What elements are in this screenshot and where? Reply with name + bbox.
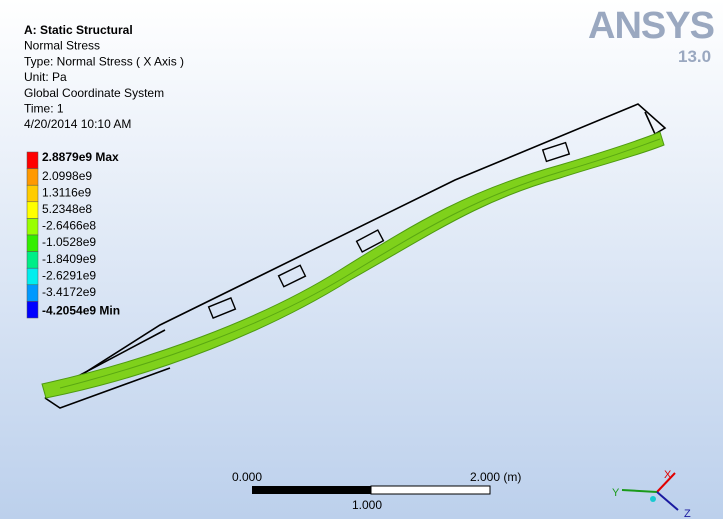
legend-swatch: [27, 185, 38, 202]
legend-label: 2.0998e9: [42, 169, 92, 183]
legend-label: 1.3116e9: [42, 185, 91, 199]
legend-label: -3.4172e9: [42, 285, 96, 299]
legend-label: 5.2348e8: [42, 202, 92, 216]
header-line: Normal Stress: [24, 39, 100, 53]
header-line: Time: 1: [24, 102, 64, 116]
header-line: 4/20/2014 10:10 AM: [24, 117, 131, 131]
logo-brand: ANSYS: [588, 5, 714, 47]
header-line: A: Static Structural: [24, 23, 133, 37]
legend-swatch: [27, 169, 38, 186]
legend-label: -1.0528e9: [42, 235, 96, 249]
scale-bar-white: [371, 486, 490, 494]
legend-swatch: [27, 218, 38, 235]
scale-bar-black: [252, 486, 371, 494]
scale-start: 0.000: [232, 470, 262, 484]
triad-z: Z: [684, 508, 691, 519]
legend-swatch: [27, 252, 38, 269]
legend-label: -4.2054e9 Min: [42, 304, 120, 318]
triad-x: X: [664, 469, 672, 481]
scale-middle: 1.000: [352, 498, 382, 512]
legend-label: -1.8409e9: [42, 252, 96, 266]
legend-swatch: [27, 285, 38, 302]
header-line: Global Coordinate System: [24, 86, 164, 100]
legend-label: -2.6291e9: [42, 268, 96, 282]
header-line: Type: Normal Stress ( X Axis ): [24, 54, 184, 68]
logo-version: 13.0: [678, 47, 711, 66]
legend-swatch: [27, 235, 38, 252]
legend-label: 2.8879e9 Max: [42, 150, 119, 164]
scale-end: 2.000 (m): [470, 470, 521, 484]
triad-y: Y: [612, 487, 620, 499]
legend-swatch: [27, 301, 38, 318]
legend-swatch: [27, 268, 38, 285]
legend-swatch: [27, 152, 38, 169]
legend-swatch: [27, 202, 38, 219]
header-line: Unit: Pa: [24, 70, 67, 84]
legend-label: -2.6466e8: [42, 219, 96, 233]
viewport: A: Static Structural Normal StressType: N…: [0, 0, 723, 519]
